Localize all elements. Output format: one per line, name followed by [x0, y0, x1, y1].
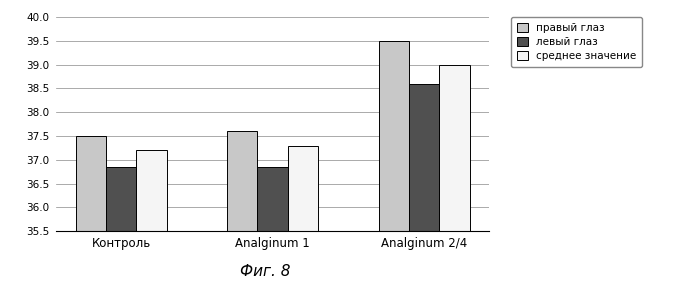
Text: Фиг. 8: Фиг. 8 — [240, 264, 291, 279]
Bar — [106, 167, 136, 231]
Bar — [439, 65, 470, 231]
Bar — [257, 167, 288, 231]
Bar — [136, 150, 166, 231]
Bar — [379, 41, 409, 231]
Bar — [409, 83, 439, 231]
Legend: правый глаз, левый глаз, среднее значение: правый глаз, левый глаз, среднее значени… — [511, 17, 642, 67]
Bar — [288, 146, 318, 231]
Bar — [227, 131, 257, 231]
Bar — [75, 136, 106, 231]
